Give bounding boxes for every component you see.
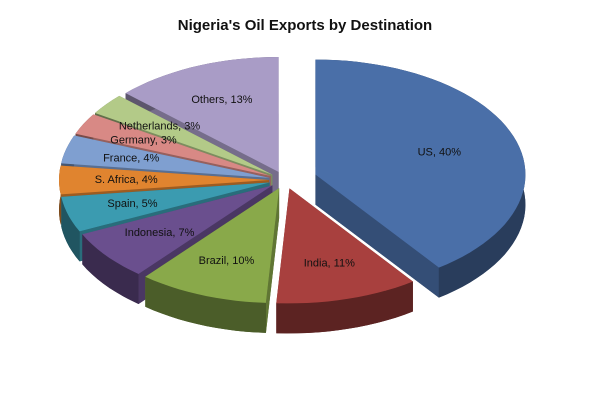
slice: [82, 185, 273, 274]
data-label: Others, 13%: [191, 94, 252, 106]
data-label: Germany, 3%: [110, 134, 177, 146]
slice-side: [276, 281, 413, 334]
slice-side: [82, 234, 139, 304]
data-label: India, 11%: [304, 257, 355, 269]
slice: [61, 135, 270, 178]
slice-wall: [265, 188, 280, 333]
slice: [315, 59, 526, 268]
slice-wall: [315, 174, 439, 298]
slice: [125, 57, 279, 172]
slice-side: [61, 196, 80, 262]
data-label: France, 4%: [103, 152, 159, 164]
slice: [276, 188, 413, 304]
data-label: US, 40%: [418, 147, 462, 159]
data-label: Netherlands, 3%: [119, 121, 201, 133]
slice: [59, 165, 269, 195]
data-label: Indonesia, 7%: [125, 227, 195, 239]
slice: [145, 188, 280, 303]
data-label: Spain, 5%: [107, 198, 157, 210]
slice: [315, 59, 526, 298]
data-label: S. Africa, 4%: [95, 174, 158, 186]
slice: [75, 114, 271, 177]
slice: [145, 188, 280, 333]
slice: [61, 182, 270, 232]
slice-side: [145, 276, 266, 333]
slice: [276, 188, 413, 334]
chart-title: Nigeria's Oil Exports by Destination: [178, 17, 432, 34]
slice: [95, 95, 273, 175]
data-label: Brazil, 10%: [199, 255, 255, 267]
